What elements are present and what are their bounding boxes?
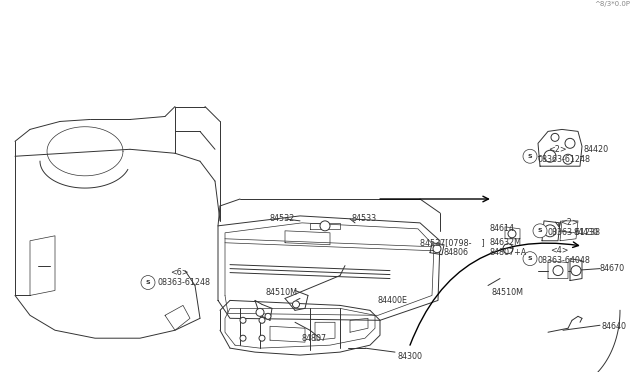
Text: 84632M: 84632M: [490, 238, 522, 247]
Circle shape: [523, 149, 537, 163]
Text: 84420: 84420: [584, 145, 609, 154]
Text: 84533: 84533: [352, 214, 377, 224]
Text: 08363-64048: 08363-64048: [538, 256, 591, 265]
Circle shape: [292, 301, 300, 308]
Text: 08363-61248: 08363-61248: [157, 278, 210, 287]
Circle shape: [523, 252, 537, 266]
Circle shape: [563, 154, 573, 164]
Circle shape: [259, 335, 265, 341]
Circle shape: [551, 134, 559, 141]
Text: 84640: 84640: [602, 322, 627, 331]
Circle shape: [240, 335, 246, 341]
Text: 84510M: 84510M: [265, 288, 297, 297]
Text: <6>: <6>: [170, 268, 189, 277]
Text: 08363-61248: 08363-61248: [537, 155, 590, 164]
Text: 84300: 84300: [397, 352, 422, 360]
Text: S: S: [146, 280, 150, 285]
Circle shape: [320, 221, 330, 231]
Text: 84400E: 84400E: [378, 296, 408, 305]
Circle shape: [256, 308, 264, 316]
Text: 84532: 84532: [270, 214, 295, 224]
Text: 84807+A: 84807+A: [490, 248, 527, 257]
Circle shape: [265, 313, 271, 319]
Circle shape: [533, 224, 547, 238]
Text: 84806: 84806: [443, 248, 468, 257]
Circle shape: [508, 230, 516, 238]
Text: S: S: [528, 154, 532, 159]
Text: <4>: <4>: [550, 246, 568, 255]
Text: S: S: [538, 228, 542, 233]
Text: 84430: 84430: [574, 228, 599, 237]
Text: 84614: 84614: [490, 224, 515, 233]
Text: ^8/3*0.0P: ^8/3*0.0P: [594, 1, 630, 7]
Circle shape: [544, 225, 556, 237]
Text: 84807: 84807: [302, 334, 327, 343]
Text: 84670: 84670: [600, 264, 625, 273]
Text: 08363-61238: 08363-61238: [548, 228, 601, 237]
Text: 84510M: 84510M: [492, 288, 524, 297]
Circle shape: [553, 266, 563, 276]
Text: 84537[0798-    ]: 84537[0798- ]: [420, 238, 484, 247]
Circle shape: [565, 138, 575, 148]
Circle shape: [571, 266, 581, 276]
Circle shape: [141, 276, 155, 289]
Circle shape: [503, 244, 513, 254]
Circle shape: [433, 245, 441, 253]
Circle shape: [259, 317, 265, 323]
Circle shape: [240, 317, 246, 323]
Text: <2>: <2>: [560, 218, 579, 227]
Circle shape: [544, 150, 556, 162]
Text: <2>: <2>: [548, 145, 566, 154]
Text: S: S: [528, 256, 532, 261]
